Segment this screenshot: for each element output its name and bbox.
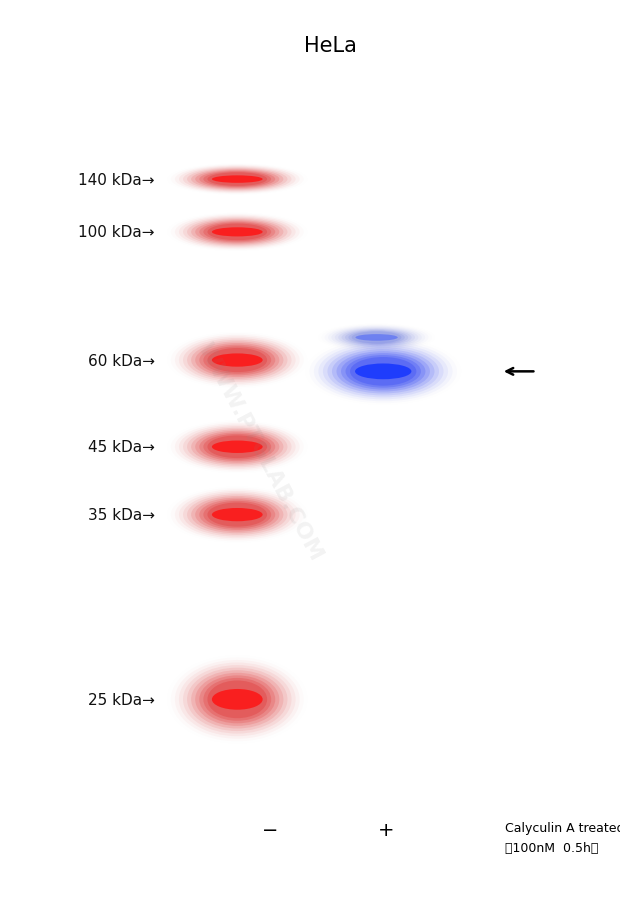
Ellipse shape xyxy=(337,352,430,392)
Ellipse shape xyxy=(208,681,267,718)
Ellipse shape xyxy=(183,427,291,468)
Ellipse shape xyxy=(208,503,267,527)
Ellipse shape xyxy=(191,170,283,190)
Ellipse shape xyxy=(338,328,415,347)
Ellipse shape xyxy=(203,435,271,460)
Ellipse shape xyxy=(208,436,267,458)
Text: 45 kDa→: 45 kDa→ xyxy=(88,440,155,455)
Ellipse shape xyxy=(212,354,263,367)
Ellipse shape xyxy=(208,173,267,187)
Ellipse shape xyxy=(203,678,271,721)
Text: （100nM  0.5h）: （100nM 0.5h） xyxy=(505,842,599,854)
Ellipse shape xyxy=(191,496,283,534)
Ellipse shape xyxy=(183,217,291,248)
Text: 100 kDa→: 100 kDa→ xyxy=(79,226,155,240)
Ellipse shape xyxy=(212,689,263,710)
Ellipse shape xyxy=(355,335,398,341)
Ellipse shape xyxy=(199,222,275,244)
Ellipse shape xyxy=(203,172,271,188)
Ellipse shape xyxy=(342,329,412,346)
Text: 25 kDa→: 25 kDa→ xyxy=(88,692,155,707)
Text: 140 kDa→: 140 kDa→ xyxy=(79,172,155,188)
Ellipse shape xyxy=(208,348,267,373)
Ellipse shape xyxy=(187,169,288,191)
Ellipse shape xyxy=(203,502,271,529)
Ellipse shape xyxy=(345,330,408,345)
Ellipse shape xyxy=(348,331,405,345)
Ellipse shape xyxy=(183,339,291,382)
Ellipse shape xyxy=(199,345,275,376)
Ellipse shape xyxy=(187,495,288,535)
Ellipse shape xyxy=(341,354,425,391)
Ellipse shape xyxy=(203,347,271,374)
Ellipse shape xyxy=(212,509,263,521)
Text: Calyculin A treated: Calyculin A treated xyxy=(505,822,620,834)
Ellipse shape xyxy=(212,228,263,237)
Ellipse shape xyxy=(355,364,412,380)
Ellipse shape xyxy=(187,340,288,381)
Ellipse shape xyxy=(191,220,283,245)
Ellipse shape xyxy=(212,176,263,184)
Ellipse shape xyxy=(323,346,443,398)
Ellipse shape xyxy=(187,218,288,246)
Ellipse shape xyxy=(191,670,283,729)
Ellipse shape xyxy=(187,428,288,466)
Ellipse shape xyxy=(212,441,263,454)
Ellipse shape xyxy=(350,357,417,386)
Text: +: + xyxy=(378,820,395,840)
Ellipse shape xyxy=(332,350,435,394)
Ellipse shape xyxy=(183,493,291,537)
Ellipse shape xyxy=(195,344,280,378)
Ellipse shape xyxy=(187,667,288,732)
Ellipse shape xyxy=(195,498,280,532)
Ellipse shape xyxy=(203,223,271,242)
Ellipse shape xyxy=(183,666,291,734)
Ellipse shape xyxy=(199,500,275,530)
Text: HeLa: HeLa xyxy=(304,36,356,56)
Ellipse shape xyxy=(191,342,283,379)
Ellipse shape xyxy=(199,433,275,462)
Ellipse shape xyxy=(199,676,275,723)
Text: −: − xyxy=(262,820,278,840)
Ellipse shape xyxy=(352,332,402,344)
Ellipse shape xyxy=(208,225,267,241)
Ellipse shape xyxy=(195,431,280,463)
Ellipse shape xyxy=(195,221,280,244)
Ellipse shape xyxy=(345,355,421,388)
Ellipse shape xyxy=(195,673,280,726)
Text: 60 kDa→: 60 kDa→ xyxy=(88,354,155,368)
Ellipse shape xyxy=(183,168,291,192)
Ellipse shape xyxy=(191,429,283,465)
Text: 35 kDa→: 35 kDa→ xyxy=(88,508,155,522)
Text: WWW.PTGLAB.COM: WWW.PTGLAB.COM xyxy=(194,339,327,563)
Ellipse shape xyxy=(327,348,439,396)
Ellipse shape xyxy=(199,171,275,189)
Ellipse shape xyxy=(195,170,280,189)
